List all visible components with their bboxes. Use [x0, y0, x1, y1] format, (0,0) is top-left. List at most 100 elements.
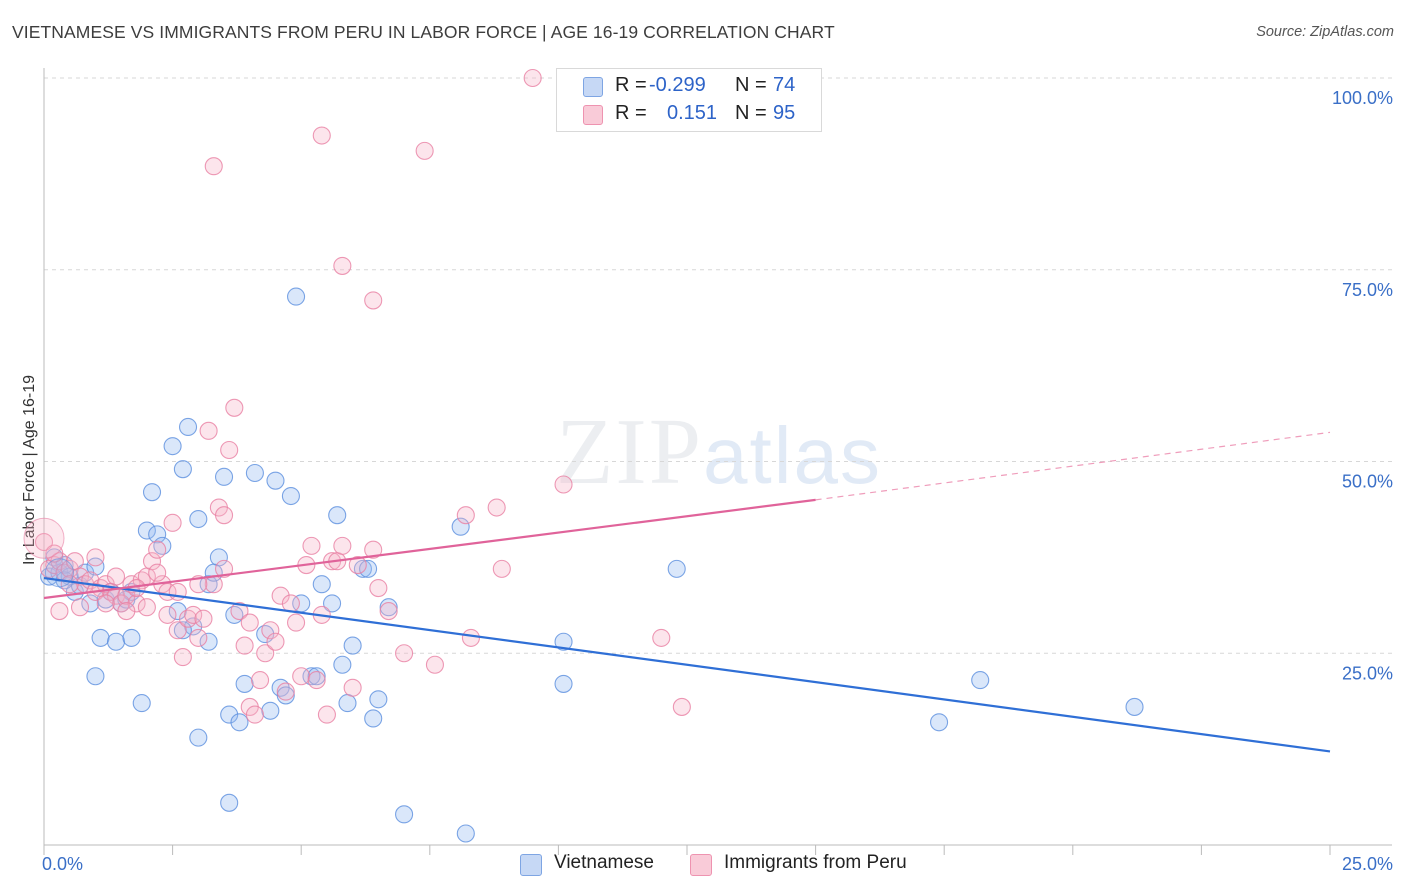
point-vietnamese [81, 594, 100, 613]
point-peru [415, 141, 434, 160]
point-peru [137, 598, 156, 617]
point-peru [523, 68, 542, 88]
bottom-legend-swatch-peru [690, 854, 712, 876]
point-peru [235, 636, 254, 655]
point-peru [34, 532, 54, 552]
point-vietnamese [40, 567, 59, 586]
point-vietnamese [328, 506, 347, 525]
point-vietnamese [189, 728, 208, 747]
point-peru [230, 602, 249, 621]
point-peru [189, 628, 208, 647]
point-vietnamese [1125, 697, 1144, 716]
trend-line-vietnamese [43, 576, 1331, 753]
point-peru [276, 682, 295, 701]
point-vietnamese [266, 471, 285, 490]
point-vietnamese [554, 632, 573, 651]
point-vietnamese [86, 557, 105, 576]
point-peru [50, 602, 69, 621]
legend-n-value: 74 [773, 74, 796, 96]
point-vietnamese [312, 575, 331, 594]
point-peru [333, 256, 352, 275]
point-peru [672, 697, 691, 716]
point-peru [266, 632, 285, 651]
y-tick-label: 25.0% [1342, 663, 1393, 683]
point-peru [492, 559, 511, 578]
chart-title: VIETNAMESE VS IMMIGRANTS FROM PERU IN LA… [12, 22, 835, 42]
point-vietnamese [343, 636, 362, 655]
point-peru [312, 126, 331, 145]
point-peru [348, 555, 367, 575]
point-vietnamese [971, 671, 990, 690]
point-vietnamese [220, 793, 239, 812]
legend-r-label: R = [615, 102, 647, 124]
point-vietnamese [364, 709, 383, 728]
point-peru [204, 157, 223, 176]
legend-row-peru: R = 0.151 N = 95 [557, 99, 821, 129]
point-vietnamese [142, 483, 162, 502]
point-vietnamese [106, 632, 126, 651]
legend: R = -0.299 N = 74 R = 0.151 N = 95 [556, 68, 822, 132]
point-peru [184, 605, 203, 624]
point-vietnamese [199, 632, 218, 651]
point-vietnamese [930, 713, 949, 732]
point-peru [333, 536, 352, 555]
point-peru [271, 586, 290, 605]
point-peru [225, 398, 244, 417]
point-vietnamese [359, 559, 378, 578]
point-vietnamese [137, 521, 156, 540]
point-vietnamese [189, 509, 208, 529]
point-vietnamese [281, 486, 300, 506]
point-vietnamese [395, 805, 414, 824]
point-peru [461, 628, 481, 647]
point-vietnamese [307, 667, 326, 686]
y-tick-label: 75.0% [1342, 280, 1393, 300]
bottom-legend-swatch-vietnamese [520, 854, 542, 876]
trend-line-peru-extension [815, 431, 1331, 501]
point-peru [142, 552, 162, 571]
point-vietnamese [667, 559, 686, 578]
point-peru [168, 621, 187, 640]
point-vietnamese [369, 690, 388, 709]
point-peru [369, 579, 388, 598]
point-peru [487, 498, 506, 517]
point-peru [194, 609, 213, 628]
bottom-legend-label-vietnamese: Vietnamese [554, 852, 654, 873]
point-peru [261, 621, 280, 640]
legend-r-label: R = [615, 74, 647, 96]
point-peru [163, 513, 182, 532]
y-tick-label: 100.0% [1332, 88, 1393, 108]
point-vietnamese [220, 705, 239, 724]
point-peru [652, 628, 671, 647]
legend-swatch-peru [583, 105, 603, 125]
point-vietnamese [122, 628, 141, 647]
point-peru [106, 567, 126, 586]
point-vietnamese [178, 417, 198, 437]
axes [43, 68, 1392, 855]
point-vietnamese [333, 655, 352, 674]
legend-row-vietnamese: R = -0.299 N = 74 [557, 71, 821, 101]
point-vietnamese [163, 437, 182, 456]
point-peru [256, 644, 275, 663]
point-peru [425, 655, 444, 674]
point-vietnamese [91, 628, 110, 647]
point-vietnamese [214, 467, 234, 486]
point-peru [281, 594, 300, 613]
x-tick-label: 0.0% [42, 854, 83, 874]
legend-n-label: N = [735, 102, 767, 124]
point-peru [86, 548, 105, 567]
source-label: Source: ZipAtlas.com [1256, 24, 1394, 40]
point-peru [292, 667, 311, 686]
point-peru [214, 559, 234, 578]
point-peru [214, 506, 234, 525]
point-vietnamese [379, 598, 398, 617]
tick-labels: 100.0% 75.0% 50.0% 25.0% 0.0% 25.0% [42, 88, 1393, 874]
bottom-legend-label-peru: Immigrants from Peru [724, 852, 907, 873]
point-peru [148, 540, 167, 559]
point-vietnamese [245, 463, 264, 483]
grid [44, 77, 1392, 654]
point-peru [307, 671, 326, 690]
y-tick-label: 50.0% [1342, 472, 1393, 492]
legend-n-value: 95 [773, 102, 796, 124]
legend-swatch-vietnamese [583, 77, 603, 97]
point-peru [395, 644, 414, 663]
